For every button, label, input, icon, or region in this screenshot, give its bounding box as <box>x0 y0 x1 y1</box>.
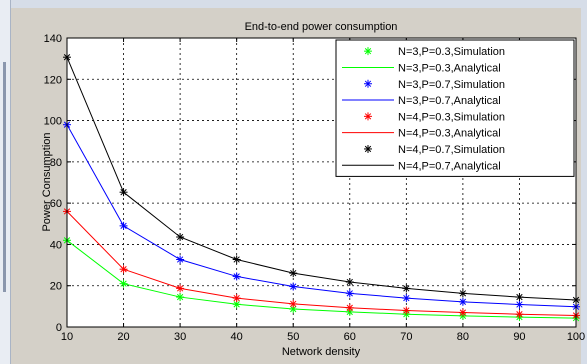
legend-swatch-marker <box>364 79 372 88</box>
legend-swatch-marker-d2 <box>364 145 372 153</box>
x-tick-label: 10 <box>61 331 73 343</box>
y-tick-label: 40 <box>50 239 62 251</box>
legend-entry: N=4,P=0.3,Analytical <box>398 128 501 140</box>
series-line-3 <box>66 124 577 308</box>
x-tick-label: 100 <box>567 331 585 343</box>
y-tick-label: 20 <box>50 281 62 293</box>
x-tick-label: 30 <box>174 331 186 343</box>
legend-box <box>335 39 575 177</box>
x-tick-label: 20 <box>117 331 129 343</box>
legend-entry: N=3,P=0.7,Simulation <box>398 79 505 91</box>
x-tick-label: 40 <box>231 331 243 343</box>
y-tick-label: 140 <box>44 33 62 45</box>
x-axis-label: Network density <box>282 346 361 358</box>
y-tick-label: 100 <box>44 116 62 128</box>
legend-entry: N=3,P=0.3,Simulation <box>398 46 505 58</box>
y-tick-label: 80 <box>50 157 62 169</box>
y-tick-label: 120 <box>44 74 62 86</box>
legend-entry: N=4,P=0.3,Simulation <box>398 111 505 123</box>
legend-entry: N=3,P=0.3,Analytical <box>398 62 501 74</box>
legend-swatch-marker-d2 <box>364 80 372 87</box>
x-tick-label: 60 <box>344 331 356 343</box>
x-tick-label: 70 <box>400 331 412 343</box>
y-tick-label: 0 <box>56 322 62 334</box>
axis-ticks: 10 20 30 40 50 60 70 80 90 100 0 20 40 60 80 100 120 140 <box>44 33 586 343</box>
legend-swatch-marker <box>364 112 372 121</box>
y-tick-label: 60 <box>50 198 62 210</box>
series-line-7 <box>66 57 577 301</box>
chart-title: End-to-end power consumption <box>245 21 398 33</box>
legend-swatch-marker-d2 <box>364 47 372 55</box>
plot-frame <box>66 37 577 328</box>
x-tick-label: 80 <box>457 331 469 343</box>
legend-entry: N=4,P=0.7,Simulation <box>398 144 505 156</box>
scroll-bar-strip <box>3 62 6 292</box>
window-left-edge <box>0 0 11 364</box>
legend-swatch-marker <box>364 47 372 56</box>
x-tick-label: 50 <box>287 331 299 343</box>
legend-swatch-marker <box>364 144 372 153</box>
legend-swatch-marker-d2 <box>364 113 372 120</box>
legend-entry: N=4,P=0.7,Analytical <box>398 160 501 172</box>
legend-entry: N=3,P=0.7,Analytical <box>398 95 501 107</box>
y-axis-label: Power Consumption <box>41 132 53 231</box>
legend: N=3,P=0.3,Simulation N=3,P=0.3,Analytical… <box>335 39 575 177</box>
series-line-1 <box>66 239 577 319</box>
data-series <box>63 53 580 323</box>
x-tick-label: 90 <box>513 331 525 343</box>
series-line-5 <box>66 211 577 316</box>
